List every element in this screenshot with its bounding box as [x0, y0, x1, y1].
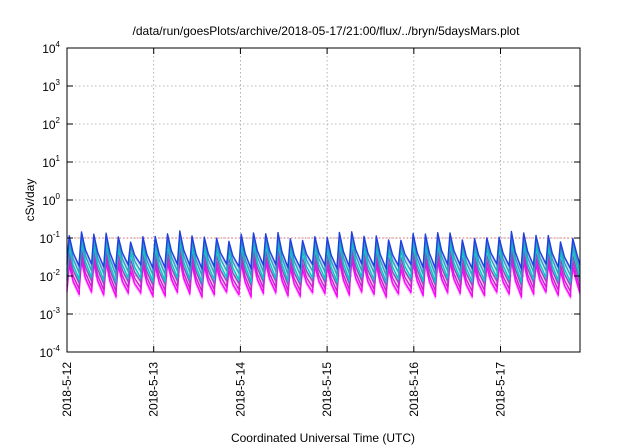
- x-tick-label: 2018-5-15: [320, 362, 334, 417]
- y-tick-base: 10: [40, 346, 54, 360]
- y-tick-base: 10: [40, 270, 54, 284]
- series-line-1: [66, 230, 581, 270]
- y-tick-label: 10-4: [40, 344, 61, 360]
- y-tick-exponent: -2: [53, 268, 61, 277]
- y-tick-exponent: 1: [56, 154, 61, 163]
- y-tick-label: 10-2: [40, 268, 61, 284]
- series-band-2: [66, 237, 581, 279]
- series-line-4: [66, 247, 581, 287]
- x-tick-label: 2018-5-16: [407, 362, 421, 417]
- y-tick-exponent: -3: [53, 306, 61, 315]
- y-tick-exponent: 3: [56, 78, 61, 87]
- series-lines: [66, 230, 581, 300]
- gridlines: [67, 48, 580, 352]
- y-tick-label: 101: [42, 154, 60, 170]
- series-line-2: [66, 235, 581, 277]
- y-tick-base: 10: [42, 194, 56, 208]
- x-axis-label: Coordinated Universal Time (UTC): [231, 431, 415, 445]
- x-tick-label: 2018-5-17: [494, 362, 508, 417]
- y-tick-label: 100: [42, 192, 60, 208]
- y-tick-base: 10: [42, 42, 56, 56]
- y-tick-label: 103: [42, 78, 60, 94]
- series-line-6: [66, 259, 581, 298]
- y-tick-base: 10: [40, 308, 54, 322]
- y-tick-exponent: 2: [56, 116, 61, 125]
- series-line-3: [66, 241, 581, 284]
- y-axis-label: cSv/day: [23, 179, 37, 222]
- series-band-3: [66, 243, 581, 286]
- series-band-6: [66, 261, 581, 300]
- y-tick-label: 10-1: [40, 230, 61, 246]
- y-tick-base: 10: [40, 232, 54, 246]
- y-tick-exponent: -4: [53, 344, 61, 353]
- y-tick-exponent: 4: [56, 40, 61, 49]
- series-band-4: [66, 249, 581, 289]
- y-tick-label: 102: [42, 116, 60, 132]
- x-tick-label: 2018-5-13: [147, 362, 161, 417]
- x-tick-labels: 2018-5-12 2018-5-13 2018-5-14 2018-5-15 2018…: [60, 362, 508, 417]
- y-tick-label: 10-3: [40, 306, 61, 322]
- y-tick-label: 104: [42, 40, 60, 56]
- axis-ticks: [66, 47, 580, 353]
- chart-title: /data/run/goesPlots/archive/2018-05-17/2…: [133, 24, 521, 38]
- y-tick-exponent: 0: [56, 192, 61, 201]
- y-tick-base: 10: [42, 80, 56, 94]
- y-tick-exponent: -1: [53, 230, 61, 239]
- x-tick-label: 2018-5-12: [60, 362, 74, 417]
- series-band-1: [66, 232, 581, 272]
- x-tick-label: 2018-5-14: [233, 362, 247, 417]
- series-band-5: [66, 255, 581, 295]
- series-line-5: [66, 253, 581, 293]
- y-tick-base: 10: [42, 156, 56, 170]
- y-tick-base: 10: [42, 118, 56, 132]
